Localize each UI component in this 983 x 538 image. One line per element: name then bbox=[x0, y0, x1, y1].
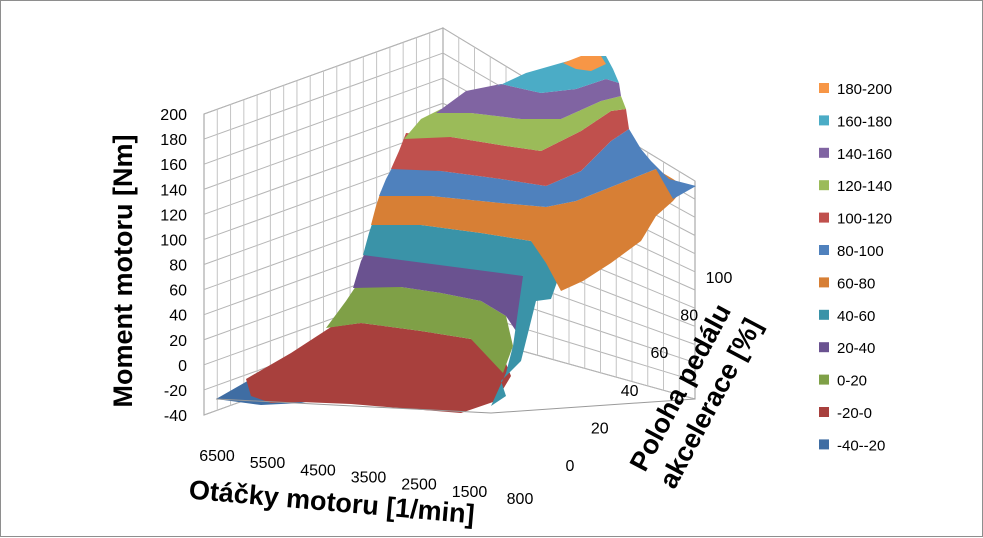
z-tick-label: 40 bbox=[169, 308, 187, 325]
z-tick-label: 120 bbox=[160, 207, 187, 224]
legend: 180-200 160-180 140-160 120-140 100-120 80-10… bbox=[819, 81, 892, 454]
surface-band-60-80 bbox=[371, 169, 685, 291]
legend-label: 40-60 bbox=[837, 308, 875, 325]
surface-band-0-20 bbox=[326, 283, 513, 373]
legend-label: 180-200 bbox=[837, 81, 892, 98]
surface-band-80-100 bbox=[379, 129, 696, 207]
legend-swatch bbox=[819, 374, 829, 385]
x-tick-label: 800 bbox=[507, 491, 534, 508]
y-tick-label: 60 bbox=[651, 345, 669, 362]
legend-label: 140-160 bbox=[837, 146, 892, 163]
z-tick-label: 0 bbox=[178, 358, 187, 375]
legend-label: 80-100 bbox=[837, 243, 884, 260]
legend-label: 0-20 bbox=[837, 373, 867, 390]
legend-label: 120-140 bbox=[837, 178, 892, 195]
y-tick-label: 80 bbox=[680, 308, 698, 325]
surface-band-180-200 bbox=[563, 56, 606, 71]
legend-swatch bbox=[819, 407, 829, 417]
legend-label: 20-40 bbox=[837, 340, 875, 357]
surface bbox=[216, 56, 696, 413]
z-tick-label: 100 bbox=[160, 232, 187, 249]
z-tick-label: 20 bbox=[169, 333, 187, 350]
z-tick-label: 60 bbox=[169, 283, 187, 300]
legend-swatch bbox=[819, 83, 829, 93]
surface-band-120-140 bbox=[404, 96, 626, 151]
z-axis-title: Moment motoru [Nm] bbox=[108, 135, 138, 408]
y-tick-label: 20 bbox=[591, 420, 609, 437]
floor-front-edge bbox=[215, 398, 492, 414]
legend-swatch bbox=[819, 342, 829, 353]
legend-swatch bbox=[819, 212, 829, 223]
floor-right-edge bbox=[490, 398, 696, 414]
legend-swatch bbox=[819, 147, 829, 158]
x-tick-label: 6500 bbox=[199, 448, 235, 465]
y-tick-label: 40 bbox=[621, 383, 639, 400]
legend-label: 160-180 bbox=[837, 113, 892, 130]
legend-label: -40--20 bbox=[837, 437, 885, 454]
x-tick-label: 2500 bbox=[401, 477, 437, 494]
surface-band-40-60 bbox=[363, 221, 561, 406]
z-tick-label: 160 bbox=[160, 157, 187, 174]
x-tick-label: 4500 bbox=[300, 462, 336, 479]
z-tick-label: -20 bbox=[164, 383, 187, 400]
legend-swatch bbox=[819, 115, 829, 126]
legend-swatch bbox=[819, 277, 829, 288]
z-tick-label: -40 bbox=[164, 408, 187, 425]
legend-label: -20-0 bbox=[837, 405, 872, 422]
x-tick-label: 3500 bbox=[351, 470, 387, 487]
legend-label: 60-80 bbox=[837, 275, 875, 292]
legend-swatch bbox=[819, 309, 829, 320]
z-tick-label: 140 bbox=[160, 182, 187, 199]
surface-band-100-120 bbox=[391, 109, 629, 186]
x-tick-label: 1500 bbox=[452, 484, 488, 501]
legend-label: 100-120 bbox=[837, 211, 892, 228]
surface-band-neg20-0 bbox=[246, 323, 511, 413]
z-tick-label: 80 bbox=[169, 258, 187, 275]
z-tick-label: 180 bbox=[160, 132, 187, 149]
legend-swatch bbox=[819, 180, 829, 191]
legend-swatch bbox=[819, 245, 829, 255]
z-tick-label: 200 bbox=[160, 107, 187, 124]
surface-band-140-160 bbox=[436, 79, 621, 119]
legend-swatch bbox=[819, 439, 829, 450]
y-tick-label: 0 bbox=[566, 458, 575, 475]
x-tick-label: 5500 bbox=[250, 455, 286, 472]
y-tick-label: 100 bbox=[706, 270, 733, 287]
